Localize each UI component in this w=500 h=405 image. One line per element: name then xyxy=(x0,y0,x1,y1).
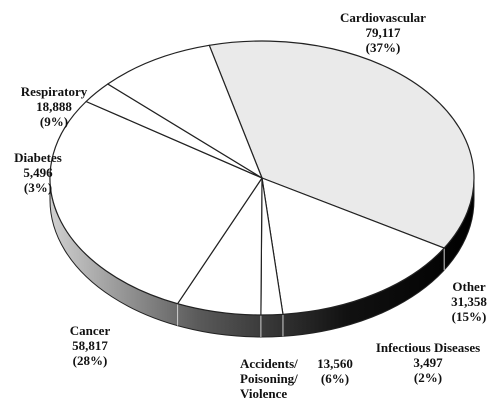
label-diabetes-value: 5,496 xyxy=(23,165,53,180)
label-cancer: Cancer 58,817 (28%) xyxy=(62,323,118,368)
label-accidents-value: 13,560 xyxy=(317,356,353,371)
label-cancer-pct: (28%) xyxy=(72,353,108,368)
pie-slice-respiratory xyxy=(107,44,263,179)
pie-slice-cardiovascular xyxy=(208,40,475,249)
label-infectious-diseases-value: 3,497 xyxy=(413,355,443,370)
label-accidents-line1: Accidents/ xyxy=(240,356,298,371)
label-accidents-line2: Poisoning/ xyxy=(240,371,298,386)
label-diabetes-name: Diabetes xyxy=(14,150,62,165)
label-respiratory-pct: (9%) xyxy=(39,114,69,129)
label-other-value: 31,358 xyxy=(451,294,487,309)
label-respiratory: Respiratory 18,888 (9%) xyxy=(14,84,94,129)
label-cardiovascular-value: 79,117 xyxy=(365,25,401,40)
label-respiratory-name: Respiratory xyxy=(20,84,88,99)
label-infectious-diseases-pct: (2%) xyxy=(413,370,443,385)
pie-slice-other xyxy=(261,177,445,315)
label-accidents-figures: 13,560 (6%) xyxy=(310,356,360,386)
label-other-name: Other xyxy=(452,279,486,294)
label-accidents-pct: (6%) xyxy=(320,371,350,386)
label-cardiovascular: Cardiovascular 79,117 (37%) xyxy=(328,10,438,55)
label-diabetes: Diabetes 5,496 (3%) xyxy=(10,150,66,195)
label-accidents: Accidents/ Poisoning/ Violence xyxy=(240,356,306,401)
label-other-pct: (15%) xyxy=(451,309,487,324)
label-other: Other 31,358 (15%) xyxy=(441,279,497,324)
label-cancer-value: 58,817 xyxy=(72,338,108,353)
label-accidents-line3: Violence xyxy=(240,386,288,401)
pie-slice-cancer xyxy=(49,100,263,305)
label-diabetes-pct: (3%) xyxy=(23,180,53,195)
label-cancer-name: Cancer xyxy=(69,323,111,338)
label-infectious-diseases-name: Infectious Diseases xyxy=(375,340,481,355)
label-respiratory-value: 18,888 xyxy=(36,99,72,114)
label-cardiovascular-name: Cardiovascular xyxy=(340,10,426,25)
label-cardiovascular-pct: (37%) xyxy=(365,40,401,55)
label-infectious-diseases: Infectious Diseases 3,497 (2%) xyxy=(368,340,488,385)
